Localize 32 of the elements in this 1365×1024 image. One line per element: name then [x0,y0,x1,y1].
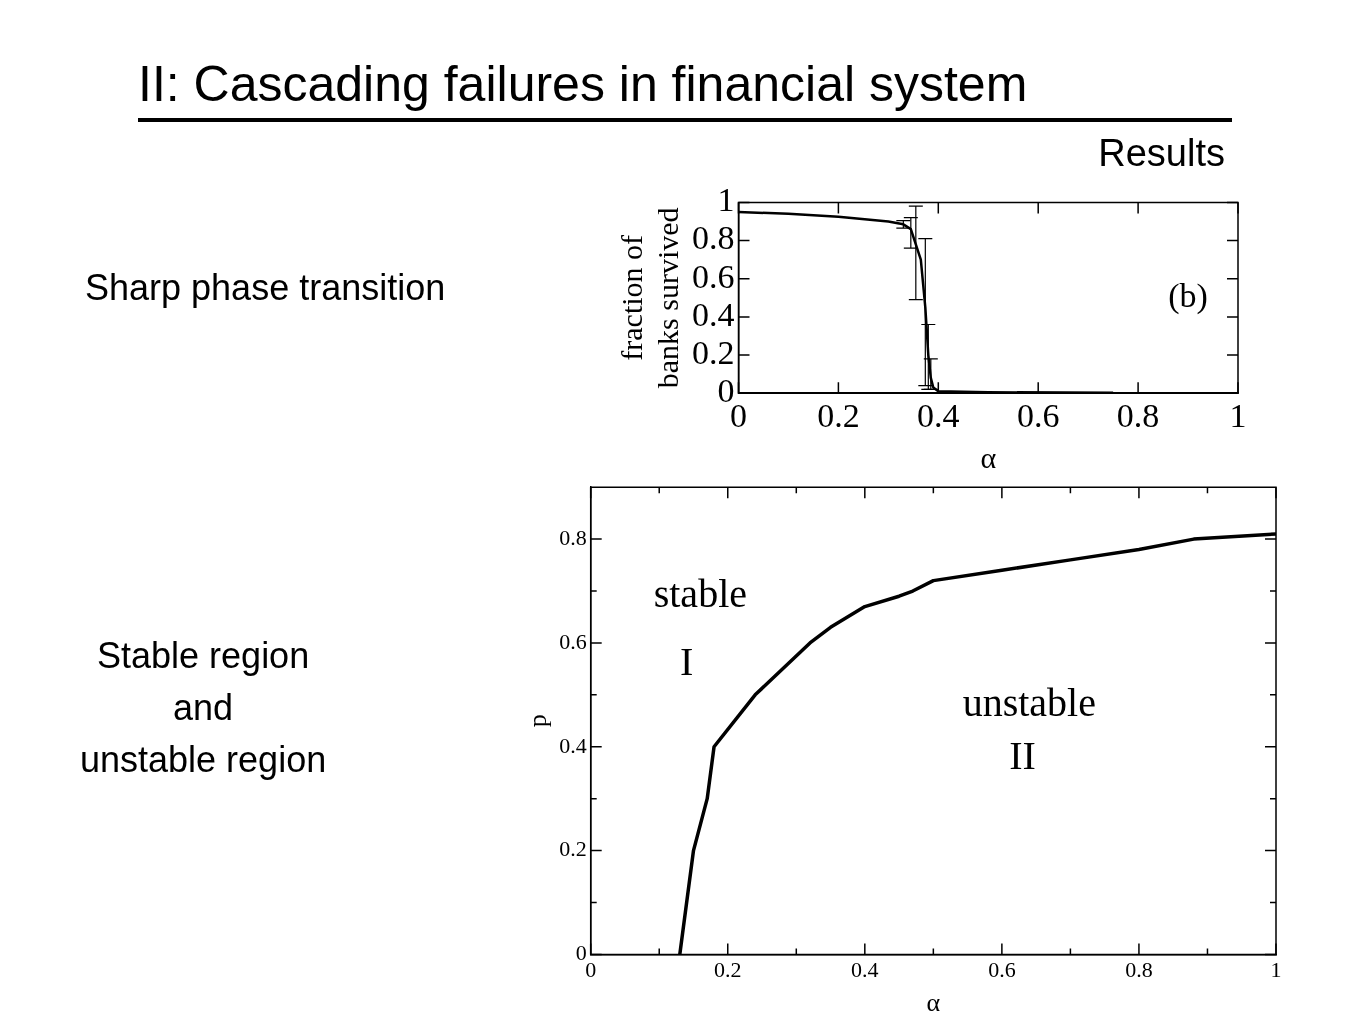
y-tick-label: 0 [575,940,587,966]
x-tick-label: 0.6 [988,957,1016,983]
chart-subtitle: Results [1098,132,1225,175]
annotation: (b) [1168,276,1208,315]
y-axis-title: p [523,714,553,728]
x-tick-label: 0.4 [917,396,960,434]
annotation: I [679,639,694,685]
annotation: unstable [962,679,1096,725]
x-tick-label: 0.2 [817,396,860,434]
text: Stable region and unstable region [80,634,327,782]
y-tick-label: 0.2 [559,836,587,862]
y-axis-title: fraction of banks survived [614,207,684,389]
x-tick-label: 1 [1270,957,1282,983]
y-tick-label: 0.8 [692,219,735,257]
y-tick-label: 0.8 [559,524,587,550]
x-axis-title: α [926,988,941,1018]
x-tick-label: 0.8 [1116,396,1160,434]
x-tick-label: 0.4 [851,957,879,983]
y-tick-label: 0.6 [559,628,587,654]
y-tick-label: 1 [717,181,735,219]
x-tick-label: 1 [1229,396,1247,434]
y-tick-label: 0.2 [692,333,735,371]
x-tick-label: 0.6 [1016,396,1060,434]
text: Sharp phase transition [85,266,446,310]
y-tick-label: 0.4 [692,295,735,333]
chart-title: II: Cascading failures in financial system [138,52,1232,122]
y-tick-label: 0.4 [559,732,587,758]
annotation: II [1009,732,1036,778]
annotation: stable [653,570,747,616]
x-axis-title: α [980,440,997,474]
x-tick-label: 0.8 [1125,957,1153,983]
y-tick-label: 0.6 [692,257,735,295]
